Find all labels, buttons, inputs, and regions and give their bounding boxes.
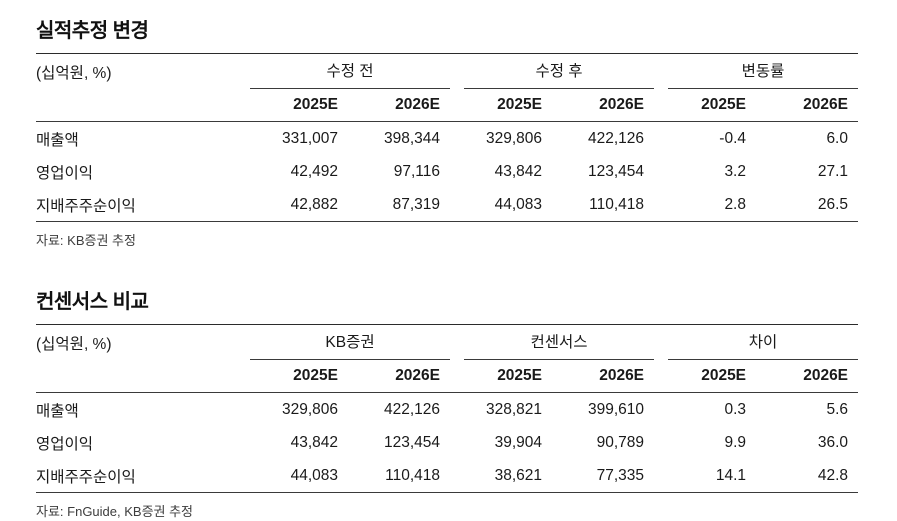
cell-value: 123,454 — [587, 162, 644, 180]
table-row-operating-profit: 영업이익 43,842 123,454 39,904 90,789 9.9 36… — [36, 426, 858, 459]
cell-value: 328,821 — [485, 400, 543, 418]
year-header-spacer — [36, 89, 246, 122]
year-header: 2026E — [756, 360, 859, 393]
cell-value: 77,335 — [552, 459, 655, 493]
table-row-revenue: 매출액 331,007 398,344 329,806 422,126 -0.4… — [36, 122, 858, 156]
col-group-kb-securities: KB증권 — [246, 325, 451, 360]
consensus-compare-section: 컨센서스 비교 (십억원, %) KB증권 컨센서스 차이 2025E — [36, 285, 859, 520]
consensus-compare-table: (십억원, %) KB증권 컨센서스 차이 2025E 2026E 2025E … — [36, 324, 859, 493]
cell-value: 39,904 — [494, 433, 543, 451]
cell-value: 90,789 — [596, 433, 645, 451]
cell-value: 14.1 — [654, 459, 757, 493]
consensus-compare-title: 컨센서스 비교 — [36, 291, 149, 313]
row-label: 지배주주순이익 — [36, 188, 246, 222]
cell-value: 44,083 — [246, 459, 348, 493]
source-note: 자료: FnGuide, KB증권 추정 — [36, 504, 194, 519]
year-header: 2026E — [348, 89, 450, 122]
estimate-change-title: 실적추정 변경 — [36, 20, 149, 42]
cell-value: 36.0 — [817, 433, 849, 451]
source-note: 자료: KB증권 추정 — [36, 233, 136, 248]
year-header: 2025E — [450, 360, 553, 393]
cell-value: 42,882 — [246, 188, 348, 222]
table-row-net-profit: 지배주주순이익 44,083 110,418 38,621 77,335 14.… — [36, 459, 859, 493]
col-group-after: 수정 후 — [450, 54, 654, 89]
unit-label: (십억원, %) — [36, 335, 112, 353]
year-header: 2025E — [450, 89, 552, 122]
row-label: 매출액 — [36, 402, 79, 420]
cell-value: -0.4 — [719, 129, 746, 147]
cell-value: 3.2 — [724, 162, 746, 180]
cell-value: 5.6 — [826, 400, 849, 418]
estimate-change-section: 실적추정 변경 (십억원, %) 수정 전 수정 후 변동률 2025E — [36, 14, 858, 249]
cell-value: 43,842 — [290, 433, 338, 451]
year-header: 2026E — [348, 360, 451, 393]
year-header: 2025E — [246, 89, 348, 122]
cell-value: 0.3 — [724, 400, 747, 418]
col-group-consensus: 컨센서스 — [450, 325, 655, 360]
cell-value: 123,454 — [383, 433, 441, 451]
cell-value: 43,842 — [494, 162, 542, 180]
cell-value: 422,126 — [383, 400, 441, 418]
cell-value: 329,806 — [485, 129, 542, 147]
year-header: 2025E — [246, 360, 348, 393]
cell-value: 9.9 — [724, 433, 747, 451]
row-label: 지배주주순이익 — [36, 459, 246, 493]
cell-value: 422,126 — [587, 129, 644, 147]
table-row-net-profit: 지배주주순이익 42,882 87,319 44,083 110,418 2.8… — [36, 188, 858, 222]
year-header: 2026E — [552, 89, 654, 122]
cell-value: 110,418 — [348, 459, 451, 493]
cell-value: 44,083 — [450, 188, 552, 222]
year-header: 2025E — [654, 89, 756, 122]
row-label: 영업이익 — [36, 164, 94, 182]
estimate-change-table: (십억원, %) 수정 전 수정 후 변동률 2025E 2026E 2025E… — [36, 53, 858, 222]
cell-value: 329,806 — [281, 400, 338, 418]
cell-value: 38,621 — [450, 459, 553, 493]
row-label: 영업이익 — [36, 435, 94, 453]
cell-value: 2.8 — [654, 188, 756, 222]
cell-value: 26.5 — [756, 188, 858, 222]
year-header-spacer — [36, 360, 246, 393]
cell-value: 331,007 — [281, 129, 338, 147]
row-label: 매출액 — [36, 131, 79, 149]
year-header: 2026E — [756, 89, 858, 122]
col-group-before: 수정 전 — [246, 54, 450, 89]
cell-value: 398,344 — [383, 129, 440, 147]
cell-value: 42.8 — [756, 459, 859, 493]
year-header: 2026E — [552, 360, 655, 393]
col-group-change-rate: 변동률 — [654, 54, 858, 89]
cell-value: 87,319 — [348, 188, 450, 222]
year-header: 2025E — [654, 360, 757, 393]
cell-value: 6.0 — [826, 129, 848, 147]
col-group-difference: 차이 — [654, 325, 859, 360]
unit-label: (십억원, %) — [36, 64, 112, 82]
cell-value: 27.1 — [817, 162, 848, 180]
cell-value: 399,610 — [588, 400, 645, 418]
cell-value: 42,492 — [290, 162, 338, 180]
table-row-revenue: 매출액 329,806 422,126 328,821 399,610 0.3 … — [36, 393, 858, 427]
cell-value: 110,418 — [552, 188, 654, 222]
cell-value: 97,116 — [393, 162, 440, 180]
table-row-operating-profit: 영업이익 42,492 97,116 43,842 123,454 3.2 27… — [36, 155, 858, 188]
